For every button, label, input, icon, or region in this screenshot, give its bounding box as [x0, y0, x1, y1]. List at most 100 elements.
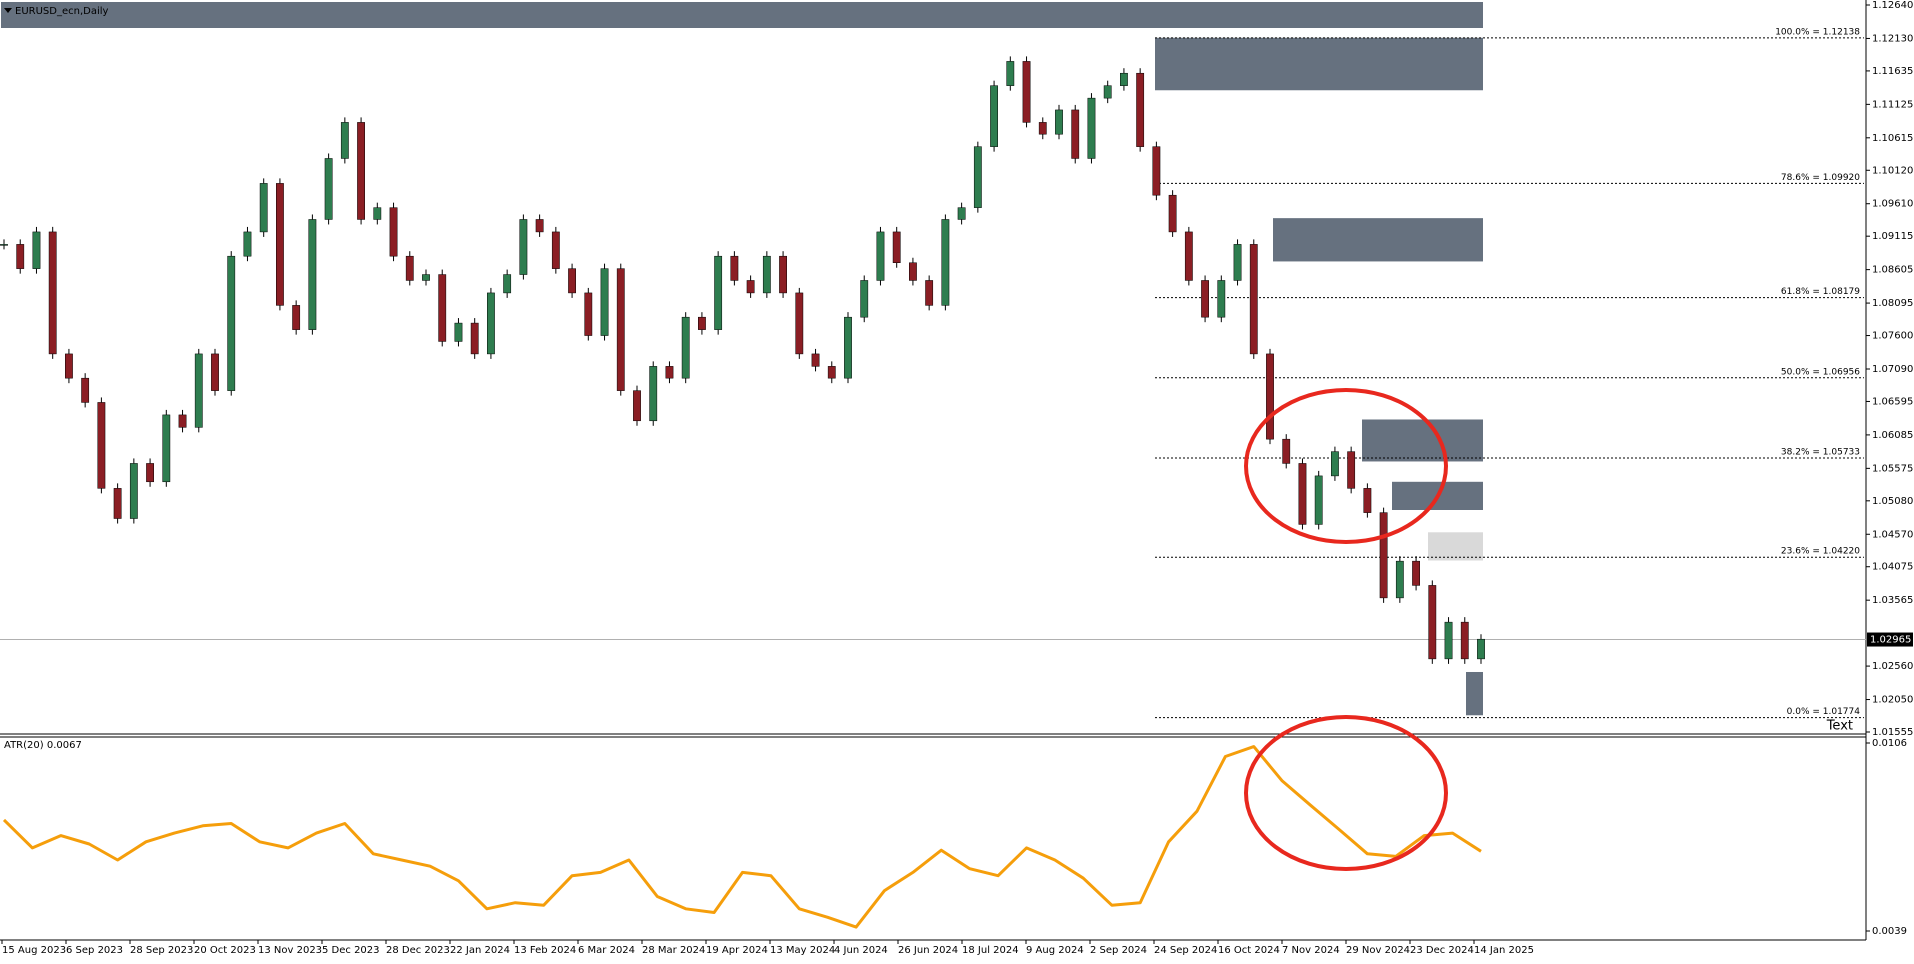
candle-body — [487, 292, 495, 355]
candle-body — [211, 353, 219, 391]
y-tick-label: 1.04075 — [1872, 562, 1913, 573]
candle-body — [146, 463, 154, 483]
y-tick-label: 1.11125 — [1872, 99, 1913, 110]
candle-body — [681, 316, 690, 379]
zone — [1273, 218, 1483, 262]
candle-body — [1136, 72, 1145, 147]
fib-label: 0.0% = 1.01774 — [1787, 707, 1861, 717]
candle-body — [698, 316, 706, 330]
x-tick-label: 9 Aug 2024 — [1026, 945, 1084, 956]
candle-body — [324, 158, 333, 220]
x-tick-label: 26 Jun 2024 — [898, 945, 958, 956]
y-tick-label: 1.12130 — [1872, 33, 1913, 44]
header-zone — [1, 2, 1483, 28]
y-tick-label: 1.07600 — [1872, 331, 1913, 342]
y-tick-label: 1.08605 — [1872, 265, 1913, 276]
x-tick-label: 2 Sep 2024 — [1090, 945, 1147, 956]
y2-tick-label: 0.0106 — [1872, 738, 1907, 749]
candle-body — [438, 274, 447, 342]
candle-body — [1087, 97, 1096, 159]
x-tick-label: 19 Apr 2024 — [706, 945, 768, 956]
candle-body — [1022, 61, 1031, 123]
candle-body — [1477, 638, 1485, 660]
fib-label: 23.6% = 1.04220 — [1781, 547, 1860, 557]
candle-body — [1071, 109, 1080, 159]
candle-body — [730, 255, 739, 281]
candle-body — [243, 231, 252, 257]
candle-body — [389, 207, 398, 257]
candle-body — [1201, 280, 1209, 318]
x-tick-label: 24 Sep 2024 — [1154, 945, 1217, 956]
candle-body — [1347, 451, 1356, 489]
candle-body — [876, 231, 885, 281]
candle-body — [81, 377, 90, 403]
x-tick-label: 7 Nov 2024 — [1282, 945, 1340, 956]
candle-body — [32, 231, 41, 269]
x-tick-label: 13 Feb 2024 — [514, 945, 576, 956]
y-tick-label: 1.02560 — [1872, 661, 1913, 672]
x-tick-label: 13 Nov 2023 — [258, 945, 322, 956]
x-tick-label: 28 Sep 2023 — [130, 945, 193, 956]
x-tick-label: 16 Oct 2024 — [1218, 945, 1280, 956]
candle-body — [584, 292, 593, 336]
highlight-ellipse — [1244, 715, 1448, 871]
candle-body — [568, 268, 576, 294]
candle-body — [162, 414, 171, 483]
candle-body — [779, 255, 787, 294]
candle-body — [892, 231, 901, 263]
candle-body — [292, 305, 301, 330]
candle-body — [519, 219, 528, 275]
x-tick-label: 18 Jul 2024 — [962, 945, 1019, 956]
candle-body — [1428, 585, 1437, 660]
candle-body — [357, 122, 365, 220]
candle-body — [973, 146, 982, 208]
candle-body — [1282, 438, 1291, 464]
menu-arrow[interactable] — [4, 8, 12, 13]
candle-body — [860, 280, 869, 318]
candle-body — [1168, 194, 1177, 233]
fib-label: 100.0% = 1.12138 — [1775, 27, 1860, 37]
candle-body — [535, 219, 544, 233]
candle-body — [422, 274, 430, 281]
x-tick-label: 14 Jan 2025 — [1474, 945, 1534, 956]
y-tick-label: 1.10120 — [1872, 165, 1913, 176]
candle-body — [340, 122, 349, 159]
candle-body — [1412, 560, 1420, 586]
highlight-ellipse — [1244, 388, 1448, 544]
y-tick-label: 1.11635 — [1872, 66, 1913, 77]
x-tick-label: 28 Mar 2024 — [642, 945, 705, 956]
candle-body — [470, 322, 479, 355]
x-tick-label: 4 Jun 2024 — [834, 945, 888, 956]
y-tick-label: 1.06595 — [1872, 396, 1913, 407]
candle-body — [1217, 280, 1226, 318]
y-tick-label: 1.10615 — [1872, 133, 1913, 144]
candle-body — [194, 353, 203, 428]
zone — [1428, 532, 1483, 561]
candle-body — [1184, 231, 1193, 281]
fib-label: 78.6% = 1.09920 — [1781, 173, 1860, 183]
candle-body — [1233, 244, 1242, 281]
candle-body — [616, 268, 625, 391]
candle-body — [16, 244, 25, 269]
x-tick-label: 29 Nov 2024 — [1346, 945, 1410, 956]
candle-body — [600, 268, 609, 336]
y-tick-label: 1.09610 — [1872, 199, 1913, 210]
x-tick-label: 5 Dec 2023 — [322, 945, 380, 956]
fib-label: 38.2% = 1.05733 — [1781, 447, 1860, 457]
candle-body — [405, 255, 414, 281]
candle-body — [129, 463, 138, 519]
candle-body — [1460, 621, 1469, 660]
y-tick-label: 1.06085 — [1872, 430, 1913, 441]
x-tick-label: 28 Dec 2023 — [386, 945, 450, 956]
candle-body — [1314, 475, 1323, 525]
indicator-title: ATR(20) 0.0067 — [4, 740, 82, 751]
candle-body — [827, 366, 836, 379]
x-tick-label: 15 Aug 2023 — [2, 945, 66, 956]
y-tick-label: 1.03565 — [1872, 595, 1913, 606]
atr-line — [2, 745, 1482, 929]
candle-body — [0, 244, 8, 246]
candle-body — [1249, 244, 1258, 355]
x-tick-label: 13 May 2024 — [770, 945, 835, 956]
